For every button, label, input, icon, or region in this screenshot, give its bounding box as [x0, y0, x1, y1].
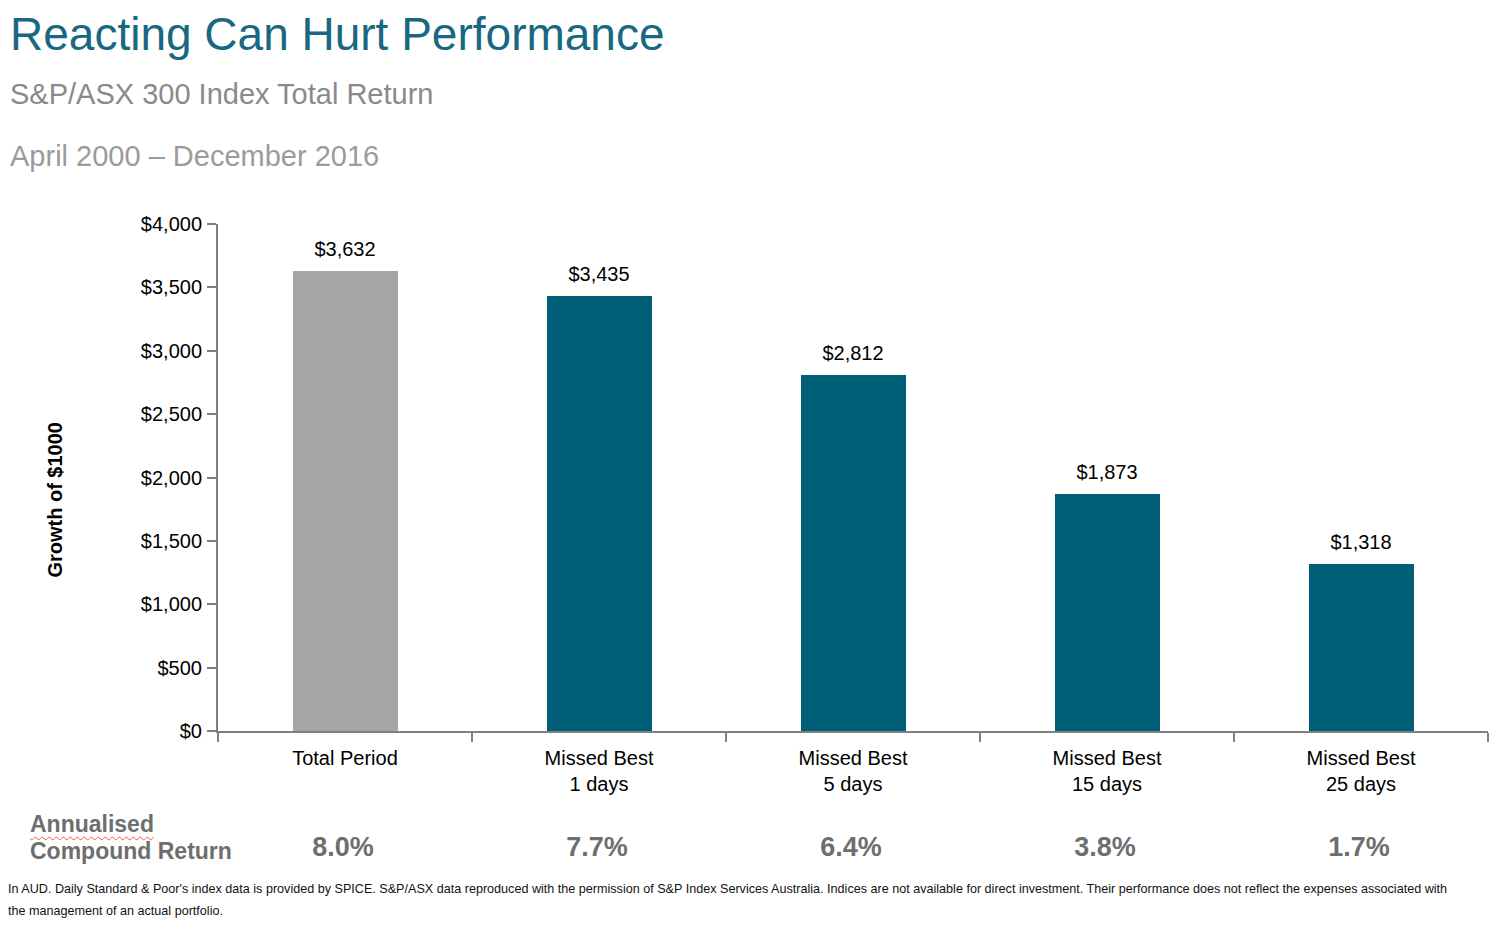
return-value: 7.7%: [517, 832, 677, 863]
category-label: Total Period: [235, 745, 455, 771]
footnote-text: In AUD. Daily Standard & Poor's index da…: [8, 878, 1455, 923]
chart-subtitle: S&P/ASX 300 Index Total Return: [10, 78, 433, 111]
y-axis-tick-label: $2,000: [107, 465, 202, 491]
y-axis-title: Growth of $1000: [38, 224, 72, 731]
y-axis-tick: [207, 413, 216, 415]
plot-area: $0$500$1,000$1,500$2,000$2,500$3,000$3,5…: [216, 224, 1488, 733]
date-range: April 2000 – December 2016: [10, 140, 379, 173]
category-label: Missed Best 15 days: [997, 745, 1217, 797]
bar-value-label: $3,435: [524, 262, 674, 287]
bar: [293, 271, 398, 731]
y-axis-tick-label: $2,500: [107, 401, 202, 427]
bar: [801, 375, 906, 731]
bar: [1309, 564, 1414, 731]
x-axis-tick: [471, 733, 473, 742]
category-label: Missed Best 25 days: [1251, 745, 1471, 797]
return-value: 3.8%: [1025, 832, 1185, 863]
y-axis-tick: [207, 350, 216, 352]
y-axis-title-text: Growth of $1000: [44, 422, 67, 578]
bar-value-label: $3,632: [270, 237, 420, 262]
category-label: Missed Best 1 days: [489, 745, 709, 797]
y-axis-tick-label: $1,000: [107, 591, 202, 617]
category-label: Missed Best 5 days: [743, 745, 963, 797]
y-axis-tick: [207, 477, 216, 479]
y-axis-tick-label: $500: [107, 655, 202, 681]
bar: [1055, 494, 1160, 731]
y-axis-tick-label: $4,000: [107, 211, 202, 237]
x-axis-tick: [1233, 733, 1235, 742]
returns-values-row: 8.0% 7.7% 6.4% 3.8% 1.7%: [0, 832, 1500, 872]
y-axis-tick-label: $1,500: [107, 528, 202, 554]
y-axis-tick: [207, 730, 216, 732]
bar-value-label: $1,318: [1286, 530, 1436, 555]
y-axis-tick-label: $3,000: [107, 338, 202, 364]
bar: [547, 296, 652, 731]
y-axis-tick: [207, 223, 216, 225]
slide: { "header": { "title": "Reacting Can Hur…: [0, 0, 1500, 934]
y-axis-tick: [207, 540, 216, 542]
return-value: 8.0%: [263, 832, 423, 863]
y-axis-tick-label: $0: [107, 718, 202, 744]
y-axis-tick: [207, 667, 216, 669]
return-value: 6.4%: [771, 832, 931, 863]
page-title: Reacting Can Hurt Performance: [10, 6, 665, 62]
x-axis-tick: [725, 733, 727, 742]
y-axis-tick: [207, 603, 216, 605]
return-value: 1.7%: [1279, 832, 1439, 863]
bar-value-label: $1,873: [1032, 460, 1182, 485]
y-axis-tick-label: $3,500: [107, 274, 202, 300]
x-axis-tick: [217, 733, 219, 742]
bar-value-label: $2,812: [778, 341, 928, 366]
y-axis-tick: [207, 286, 216, 288]
x-axis-tick: [979, 733, 981, 742]
x-axis-tick: [1487, 733, 1489, 742]
